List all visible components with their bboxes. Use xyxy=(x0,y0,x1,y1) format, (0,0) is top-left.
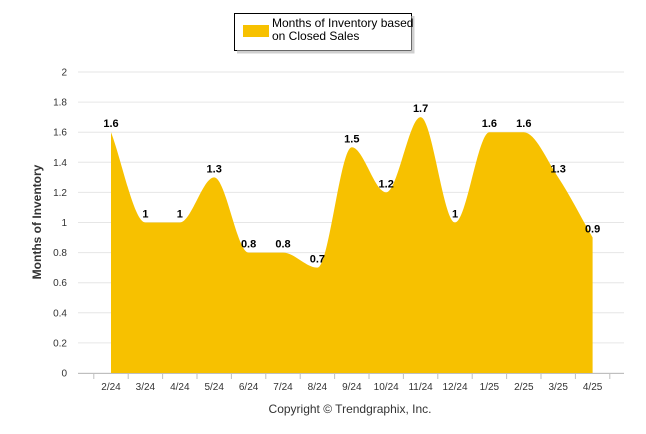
x-tick-label: 3/24 xyxy=(136,382,156,393)
data-label: 1 xyxy=(177,209,183,221)
x-tick-label: 6/24 xyxy=(239,382,259,393)
data-label: 0.8 xyxy=(241,239,256,251)
y-tick-label: 0.4 xyxy=(53,308,67,319)
y-tick-label: 1.4 xyxy=(53,158,67,169)
data-label: 1.3 xyxy=(207,163,222,175)
data-labels: 1.6 1 1 1.3 0.8 0.8 0.7 1.5 1.2 1.7 1 1.6 1.6 1.3 0.9 xyxy=(103,103,600,266)
data-label: 1.6 xyxy=(103,118,118,130)
data-label: 1.6 xyxy=(516,118,531,130)
series-area xyxy=(111,117,593,374)
x-axis: 2/24 3/24 4/24 5/24 6/24 7/24 8/24 9/24 10/24 11/… xyxy=(78,373,624,393)
data-label: 1.5 xyxy=(344,133,359,145)
y-tick-label: 0 xyxy=(61,369,67,380)
y-tick-label: 1 xyxy=(61,218,67,229)
data-label: 1.3 xyxy=(551,163,566,175)
legend: Months of Inventory based on Closed Sale… xyxy=(234,13,415,54)
y-tick-label: 0.6 xyxy=(53,278,67,289)
data-label: 1 xyxy=(142,209,148,221)
data-label: 0.7 xyxy=(310,254,325,266)
y-tick-label: 2 xyxy=(61,68,67,79)
x-tick-label: 2/25 xyxy=(514,382,534,393)
data-label: 0.9 xyxy=(585,224,600,236)
copyright-text: Copyright © Trendgraphix, Inc. xyxy=(269,402,432,416)
y-tick-labels: 0 0.2 0.4 0.6 0.8 1 1.2 1.4 1.6 1.8 2 xyxy=(53,68,67,380)
x-tick-label: 11/24 xyxy=(408,382,433,393)
series-area-fill xyxy=(111,117,593,374)
y-tick-label: 0.8 xyxy=(53,248,67,259)
data-label: 1.2 xyxy=(379,178,394,190)
y-tick-label: 1.2 xyxy=(53,188,67,199)
x-tick-label: 10/24 xyxy=(374,382,399,393)
x-tick-label: 8/24 xyxy=(308,382,328,393)
y-tick-label: 1.8 xyxy=(53,98,67,109)
legend-label-line-2: on Closed Sales xyxy=(272,29,359,43)
x-tick-label: 4/25 xyxy=(583,382,603,393)
legend-swatch xyxy=(243,25,269,37)
y-tick-label: 0.2 xyxy=(53,338,67,349)
data-label: 0.8 xyxy=(275,239,290,251)
x-tick-label: 4/24 xyxy=(170,382,190,393)
data-label: 1 xyxy=(452,209,458,221)
x-tick-label: 5/24 xyxy=(204,382,224,393)
legend-label-line-1: Months of Inventory based xyxy=(272,16,413,30)
data-label: 1.7 xyxy=(413,103,428,115)
x-tick-label: 12/24 xyxy=(442,382,467,393)
y-tick-label: 1.6 xyxy=(53,128,67,139)
data-label: 1.6 xyxy=(482,118,497,130)
x-tick-label: 1/25 xyxy=(480,382,500,393)
y-axis-title: Months of Inventory xyxy=(30,164,44,279)
x-tick-label: 9/24 xyxy=(342,382,362,393)
x-tick-label: 3/25 xyxy=(548,382,568,393)
legend-shadow-bottom xyxy=(237,50,415,54)
legend-shadow-right xyxy=(411,16,415,53)
x-tick-label: 2/24 xyxy=(101,382,121,393)
x-tick-label: 7/24 xyxy=(273,382,293,393)
